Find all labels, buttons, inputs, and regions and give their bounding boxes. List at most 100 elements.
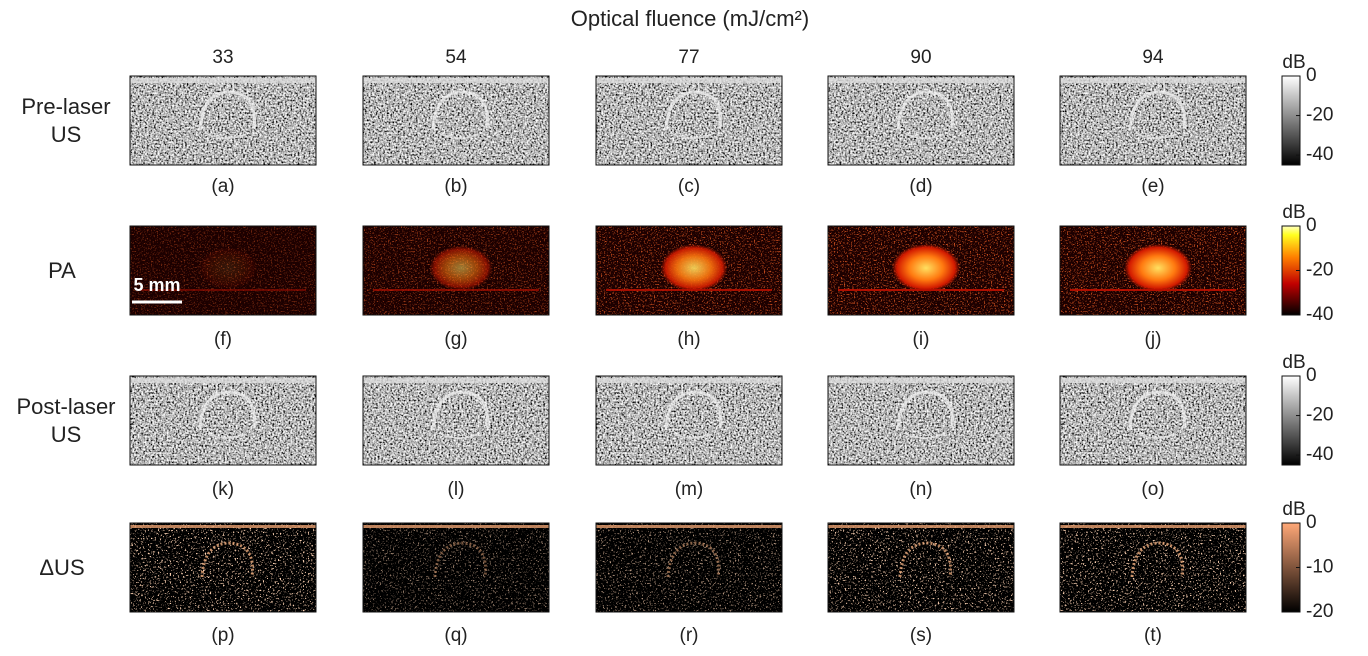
colorbar-tick-label: -20 [1306,260,1333,281]
image-panel [596,523,782,612]
top-band [1060,378,1246,383]
colorbar-unit: dB [1282,202,1305,223]
speckle [596,376,782,465]
image-panel [1060,226,1246,315]
top-band [596,525,782,528]
panel-label: (s) [910,625,932,646]
colorbar-tick-label: -10 [1306,557,1333,578]
speckle [363,376,549,465]
row-label: PA [4,257,120,285]
speckle [596,523,782,612]
colorbar-tick-label: -40 [1306,144,1333,165]
colorbar-tick-label: 0 [1306,215,1317,236]
speckle [130,76,316,165]
panel-label: (i) [913,329,930,350]
panel-label: (p) [211,625,234,646]
colorbar-tick-label: -20 [1306,105,1333,126]
colorbar-tick-label: -20 [1306,405,1333,426]
panel-label: (o) [1141,479,1164,500]
image-panel [1060,523,1246,612]
speckle [130,523,316,612]
panel-label: (b) [444,176,467,197]
panel-label: (c) [678,176,700,197]
lesion [430,246,493,290]
figure-canvas: Optical fluence (mJ/cm²) 3354779094(a)(b… [0,0,1368,656]
colorbar-tick-label: -20 [1306,601,1333,622]
image-panel [828,376,1014,465]
top-band [1060,78,1246,83]
top-band [828,78,1014,83]
panel-label: (d) [909,176,932,197]
speckle [828,76,1014,165]
column-header: 90 [910,47,931,68]
colorbar-tick-label: 0 [1306,65,1317,86]
image-panel [130,76,316,165]
image-panel [1060,376,1246,465]
image-panel [828,76,1014,165]
colorbar-unit: dB [1282,499,1305,520]
panel-label: (n) [909,479,932,500]
top-band [1060,525,1246,528]
panel-label: (m) [675,479,703,500]
figure-title: Optical fluence (mJ/cm²) [571,6,809,31]
panel-label: (t) [1144,625,1162,646]
colorbar [1282,76,1300,165]
speckle [363,76,549,165]
panel-label: (f) [214,329,232,350]
speckle [363,523,549,612]
image-panel [1060,76,1246,165]
image-panel [363,226,549,315]
panel-label: (a) [211,176,234,197]
top-band [130,378,316,383]
image-panel [130,376,316,465]
image-panel [596,76,782,165]
image-panel [596,376,782,465]
speckle [1060,376,1246,465]
colorbar-tick-label: -40 [1306,444,1333,465]
panel-label: (k) [212,479,234,500]
image-panel [130,523,316,612]
colorbar-unit: dB [1282,52,1305,73]
base-line [838,289,1004,291]
image-panel [828,523,1014,612]
lesion [661,244,728,291]
top-band [828,525,1014,528]
speckle [596,76,782,165]
base-line [606,289,772,291]
image-panel [363,76,549,165]
base-line [1070,289,1236,291]
column-header: 94 [1142,47,1164,68]
column-header: 77 [678,47,699,68]
scale-bar-label: 5 mm [133,275,180,295]
top-band [363,525,549,528]
speckle [828,523,1014,612]
row-label: ΔUS [4,554,120,582]
speckle [130,376,316,465]
lesion [892,244,960,292]
colorbar [1282,376,1300,465]
panel-label: (l) [448,479,465,500]
lesion [1124,244,1192,292]
figure: Optical fluence (mJ/cm²) 3354779094(a)(b… [0,0,1368,656]
top-band [828,378,1014,383]
top-band [363,378,549,383]
image-panel [596,226,782,315]
image-panel [363,376,549,465]
image-panel [363,523,549,612]
top-band [363,78,549,83]
colorbar-tick-label: 0 [1306,365,1317,386]
panel-label: (r) [680,625,699,646]
speckle [828,376,1014,465]
image-panel [828,226,1014,315]
row-label: Pre-laser US [4,93,128,149]
lesion [199,247,258,289]
colorbar-tick-label: -40 [1306,304,1333,325]
panel-label: (h) [677,329,700,350]
top-band [596,78,782,83]
column-header: 54 [445,47,467,68]
top-band [596,378,782,383]
colorbar-unit: dB [1282,352,1305,373]
speckle [1060,523,1246,612]
panel-label: (q) [444,625,467,646]
colorbar-tick-label: 0 [1306,512,1317,533]
